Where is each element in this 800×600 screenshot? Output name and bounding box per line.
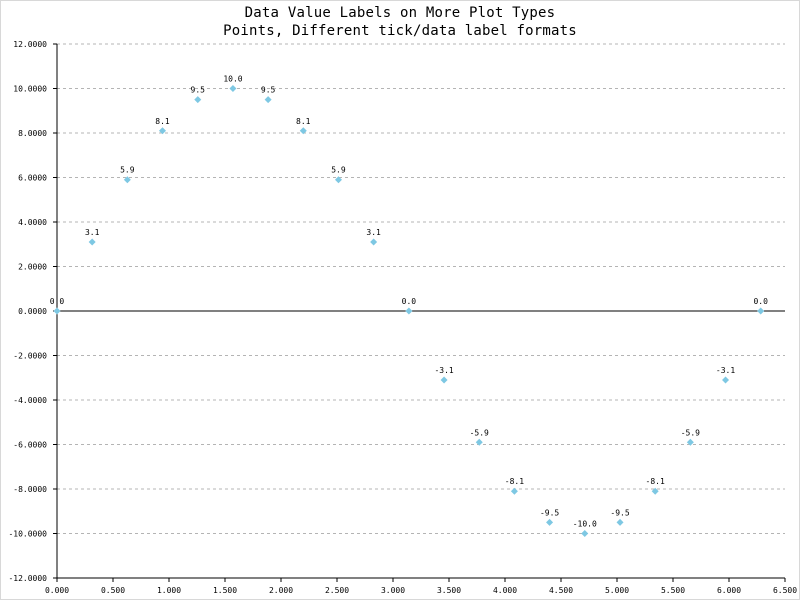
data-value-label: 0.0 [50,297,65,306]
data-value-label: 0.0 [402,297,417,306]
y-tick-label: 4.0000 [18,218,47,227]
data-value-label: 0.0 [753,297,768,306]
x-tick-label: 2.500 [325,586,349,595]
data-value-label: 5.9 [331,166,346,175]
data-value-label: -10.0 [573,520,597,529]
data-point [405,307,413,315]
data-point [229,85,237,92]
data-point [264,96,272,104]
x-tick-label: 6.000 [717,586,741,595]
data-points [53,85,765,537]
grid-lines [57,43,785,534]
y-tick-label: 12.0000 [13,40,47,49]
x-tick-label: 0.500 [101,586,125,595]
data-point [194,96,202,104]
y-tick-label: -8.0000 [13,485,47,494]
x-tick-label: 6.500 [773,586,797,595]
axes [53,43,786,582]
data-point [581,530,589,537]
data-value-label: -3.1 [434,366,453,375]
data-value-label: 8.1 [155,117,170,126]
x-tick-label: 5.500 [661,586,685,595]
x-tick-label: 0.000 [45,586,69,595]
data-point [757,307,765,315]
tick-labels: 12.000010.00008.00006.00004.00002.00000.… [8,40,797,595]
x-tick-label: 3.500 [437,586,461,595]
x-tick-label: 1.500 [213,586,237,595]
data-point [53,307,61,315]
data-labels: 0.0 3.1 5.9 8.1 9.5 10.0 9.5 8.1 5.9 3.1 0.0 -3.1 -5… [50,75,768,529]
x-tick-label: 4.000 [493,586,517,595]
x-tick-label: 1.000 [157,586,181,595]
data-value-label: -5.9 [470,428,489,437]
data-point [334,176,342,184]
data-value-label: 5.9 [120,166,135,175]
data-value-label: -5.9 [681,428,700,437]
y-tick-label: -4.0000 [13,396,47,405]
data-value-label: 9.5 [191,86,206,95]
data-point [686,438,694,446]
data-value-label: -9.5 [540,508,559,517]
data-value-label: -9.5 [610,508,629,517]
x-tick-label: 4.500 [549,586,573,595]
x-tick-label: 5.000 [605,586,629,595]
chart-subtitle: Points, Different tick/data label format… [223,23,577,39]
data-value-label: -8.1 [646,477,665,486]
data-value-label: 3.1 [85,228,100,237]
data-point [722,376,730,384]
y-tick-label: 10.0000 [13,85,47,94]
data-point [510,487,518,495]
data-point [123,176,131,184]
data-value-label: 8.1 [296,117,311,126]
y-tick-label: -2.0000 [13,352,47,361]
data-point [88,238,96,246]
x-tick-label: 3.000 [381,586,405,595]
data-point [616,518,624,526]
data-point [159,127,167,135]
y-tick-label: 2.0000 [18,263,47,272]
y-tick-label: 0.0000 [18,307,47,316]
data-value-label: 9.5 [261,86,276,95]
x-tick-label: 2.000 [269,586,293,595]
chart-title: Data Value Labels on More Plot Types [244,5,556,21]
y-tick-label: -12.0000 [8,574,47,583]
data-value-label: -3.1 [716,366,735,375]
y-tick-label: -10.0000 [8,530,47,539]
y-tick-label: 8.0000 [18,129,47,138]
data-point [651,487,659,495]
data-point [475,438,483,446]
data-point [299,127,307,135]
data-value-label: -8.1 [505,477,524,486]
data-value-label: 10.0 [223,75,242,84]
y-tick-label: -6.0000 [13,441,47,450]
data-point [440,376,448,384]
y-tick-label: 6.0000 [18,174,47,183]
data-value-label: 3.1 [366,228,381,237]
data-point [370,238,378,246]
data-point [546,518,554,526]
